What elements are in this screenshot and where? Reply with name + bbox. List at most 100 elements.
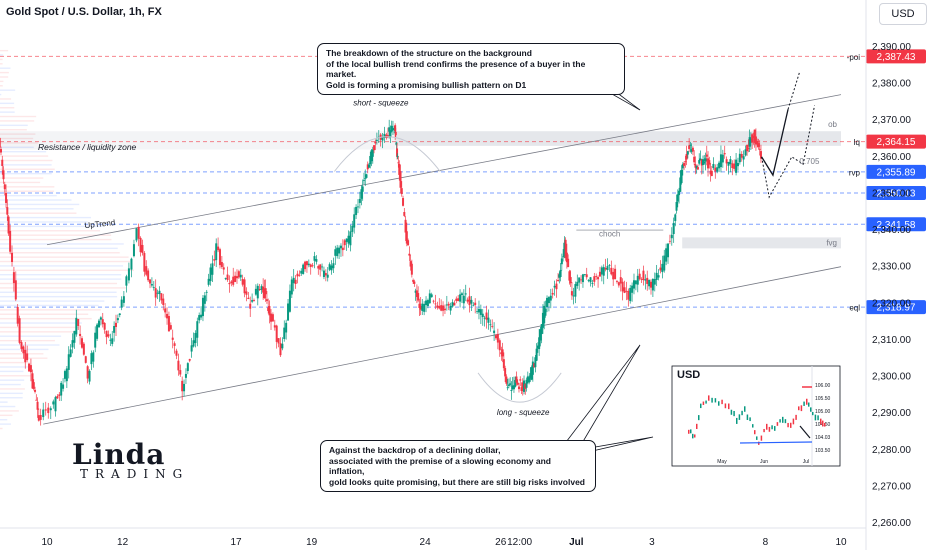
candle-body	[739, 154, 741, 162]
inset-y-label: 104.03	[815, 435, 831, 441]
candle-body	[4, 184, 6, 189]
volume-profile-bar	[0, 406, 15, 407]
candle-body	[633, 280, 635, 288]
inset-candle	[810, 407, 812, 411]
candle-body	[317, 266, 319, 269]
volume-profile-bar	[0, 221, 88, 222]
volume-profile-bar	[0, 138, 33, 139]
volume-profile-bar	[0, 125, 28, 126]
candle-body	[560, 270, 562, 277]
volume-profile-bar	[0, 393, 23, 394]
inset-candle	[696, 424, 698, 429]
inset-candle	[744, 406, 746, 411]
candle-body	[610, 268, 612, 274]
inset-y-label: 106.00	[815, 383, 831, 389]
inset-y-label: 105.00	[815, 409, 831, 415]
candle-body	[362, 186, 364, 191]
candle-body	[319, 265, 321, 270]
candle-body	[26, 353, 28, 360]
inset-candle	[728, 404, 730, 410]
candle-body	[221, 262, 223, 267]
candle-body	[100, 317, 102, 319]
candle-body	[151, 284, 153, 285]
candle-body	[502, 349, 504, 356]
annotation-long-squeeze: long - squeeze	[497, 408, 550, 417]
x-tick-label: 3	[649, 537, 655, 548]
candle-body	[359, 199, 361, 203]
candle-body	[676, 202, 678, 211]
candle-body	[225, 278, 227, 279]
candle-body	[196, 321, 198, 338]
candle-body	[208, 279, 210, 285]
volume-profile-bar	[0, 415, 12, 416]
candle-body	[353, 214, 355, 227]
candle-body	[89, 371, 91, 382]
volume-profile-bar	[0, 160, 52, 161]
candle-body	[22, 347, 24, 354]
inset-candle	[736, 418, 738, 424]
candle-body	[170, 325, 172, 329]
candle-body	[712, 164, 714, 168]
candle-body	[9, 231, 11, 252]
candle-body	[185, 374, 187, 378]
candle-body	[215, 243, 217, 260]
candle-body	[683, 163, 685, 166]
candle-body	[64, 371, 66, 379]
candle-body	[155, 288, 157, 297]
volume-profile-bar	[0, 164, 52, 165]
y-tick-label: 2,270.00	[872, 481, 911, 492]
candle-body	[548, 297, 550, 303]
candle-body	[612, 272, 614, 279]
volume-profile-bar	[0, 186, 54, 187]
candle-body	[528, 377, 530, 382]
inset-candle	[761, 436, 763, 441]
inset-candle	[688, 430, 690, 434]
volume-profile-bar	[0, 208, 74, 209]
candle-body	[187, 363, 189, 371]
volume-profile-bar	[0, 292, 117, 293]
candle-body	[24, 350, 26, 362]
inset-candle	[793, 419, 795, 425]
candle-body	[631, 286, 633, 293]
candle-body	[489, 324, 491, 325]
inset-candle	[801, 405, 803, 411]
inset-candle	[787, 423, 789, 427]
candle-body	[13, 272, 15, 283]
candle-body	[561, 258, 563, 264]
candle-body	[50, 408, 52, 410]
candle-body	[355, 207, 357, 215]
candle-body	[211, 263, 213, 274]
candle-body	[507, 387, 509, 388]
inset-candle	[703, 402, 705, 405]
candle-body	[52, 401, 54, 404]
volume-profile-bar	[0, 353, 43, 354]
candle-body	[219, 249, 221, 265]
volume-profile-bar	[0, 340, 55, 341]
candle-body	[365, 174, 367, 178]
inset-candle	[725, 403, 727, 408]
volume-profile-bar	[0, 98, 11, 99]
candle-body	[247, 298, 249, 299]
candle-body	[469, 296, 471, 305]
candle-body	[431, 294, 433, 297]
candle-body	[751, 134, 753, 142]
y-tick-label: 2,320.00	[872, 298, 911, 309]
candle-body	[650, 282, 652, 288]
candle-body	[0, 149, 2, 152]
candle-body	[509, 383, 511, 384]
candle-body	[19, 318, 21, 343]
currency-button[interactable]: USD	[879, 3, 927, 25]
candle-body	[608, 265, 610, 266]
candle-body	[55, 397, 57, 411]
candle-body	[60, 383, 62, 396]
candle-body	[686, 154, 688, 160]
top-callout: The breakdown of the structure on the ba…	[317, 43, 625, 95]
volume-profile-bar	[0, 397, 23, 398]
candle-body	[693, 157, 695, 163]
candle-body	[206, 292, 208, 293]
candle-body	[452, 302, 454, 306]
candle-body	[96, 325, 98, 339]
candle-body	[172, 338, 174, 340]
candle-body	[493, 331, 495, 333]
volume-profile-bar	[0, 204, 79, 205]
